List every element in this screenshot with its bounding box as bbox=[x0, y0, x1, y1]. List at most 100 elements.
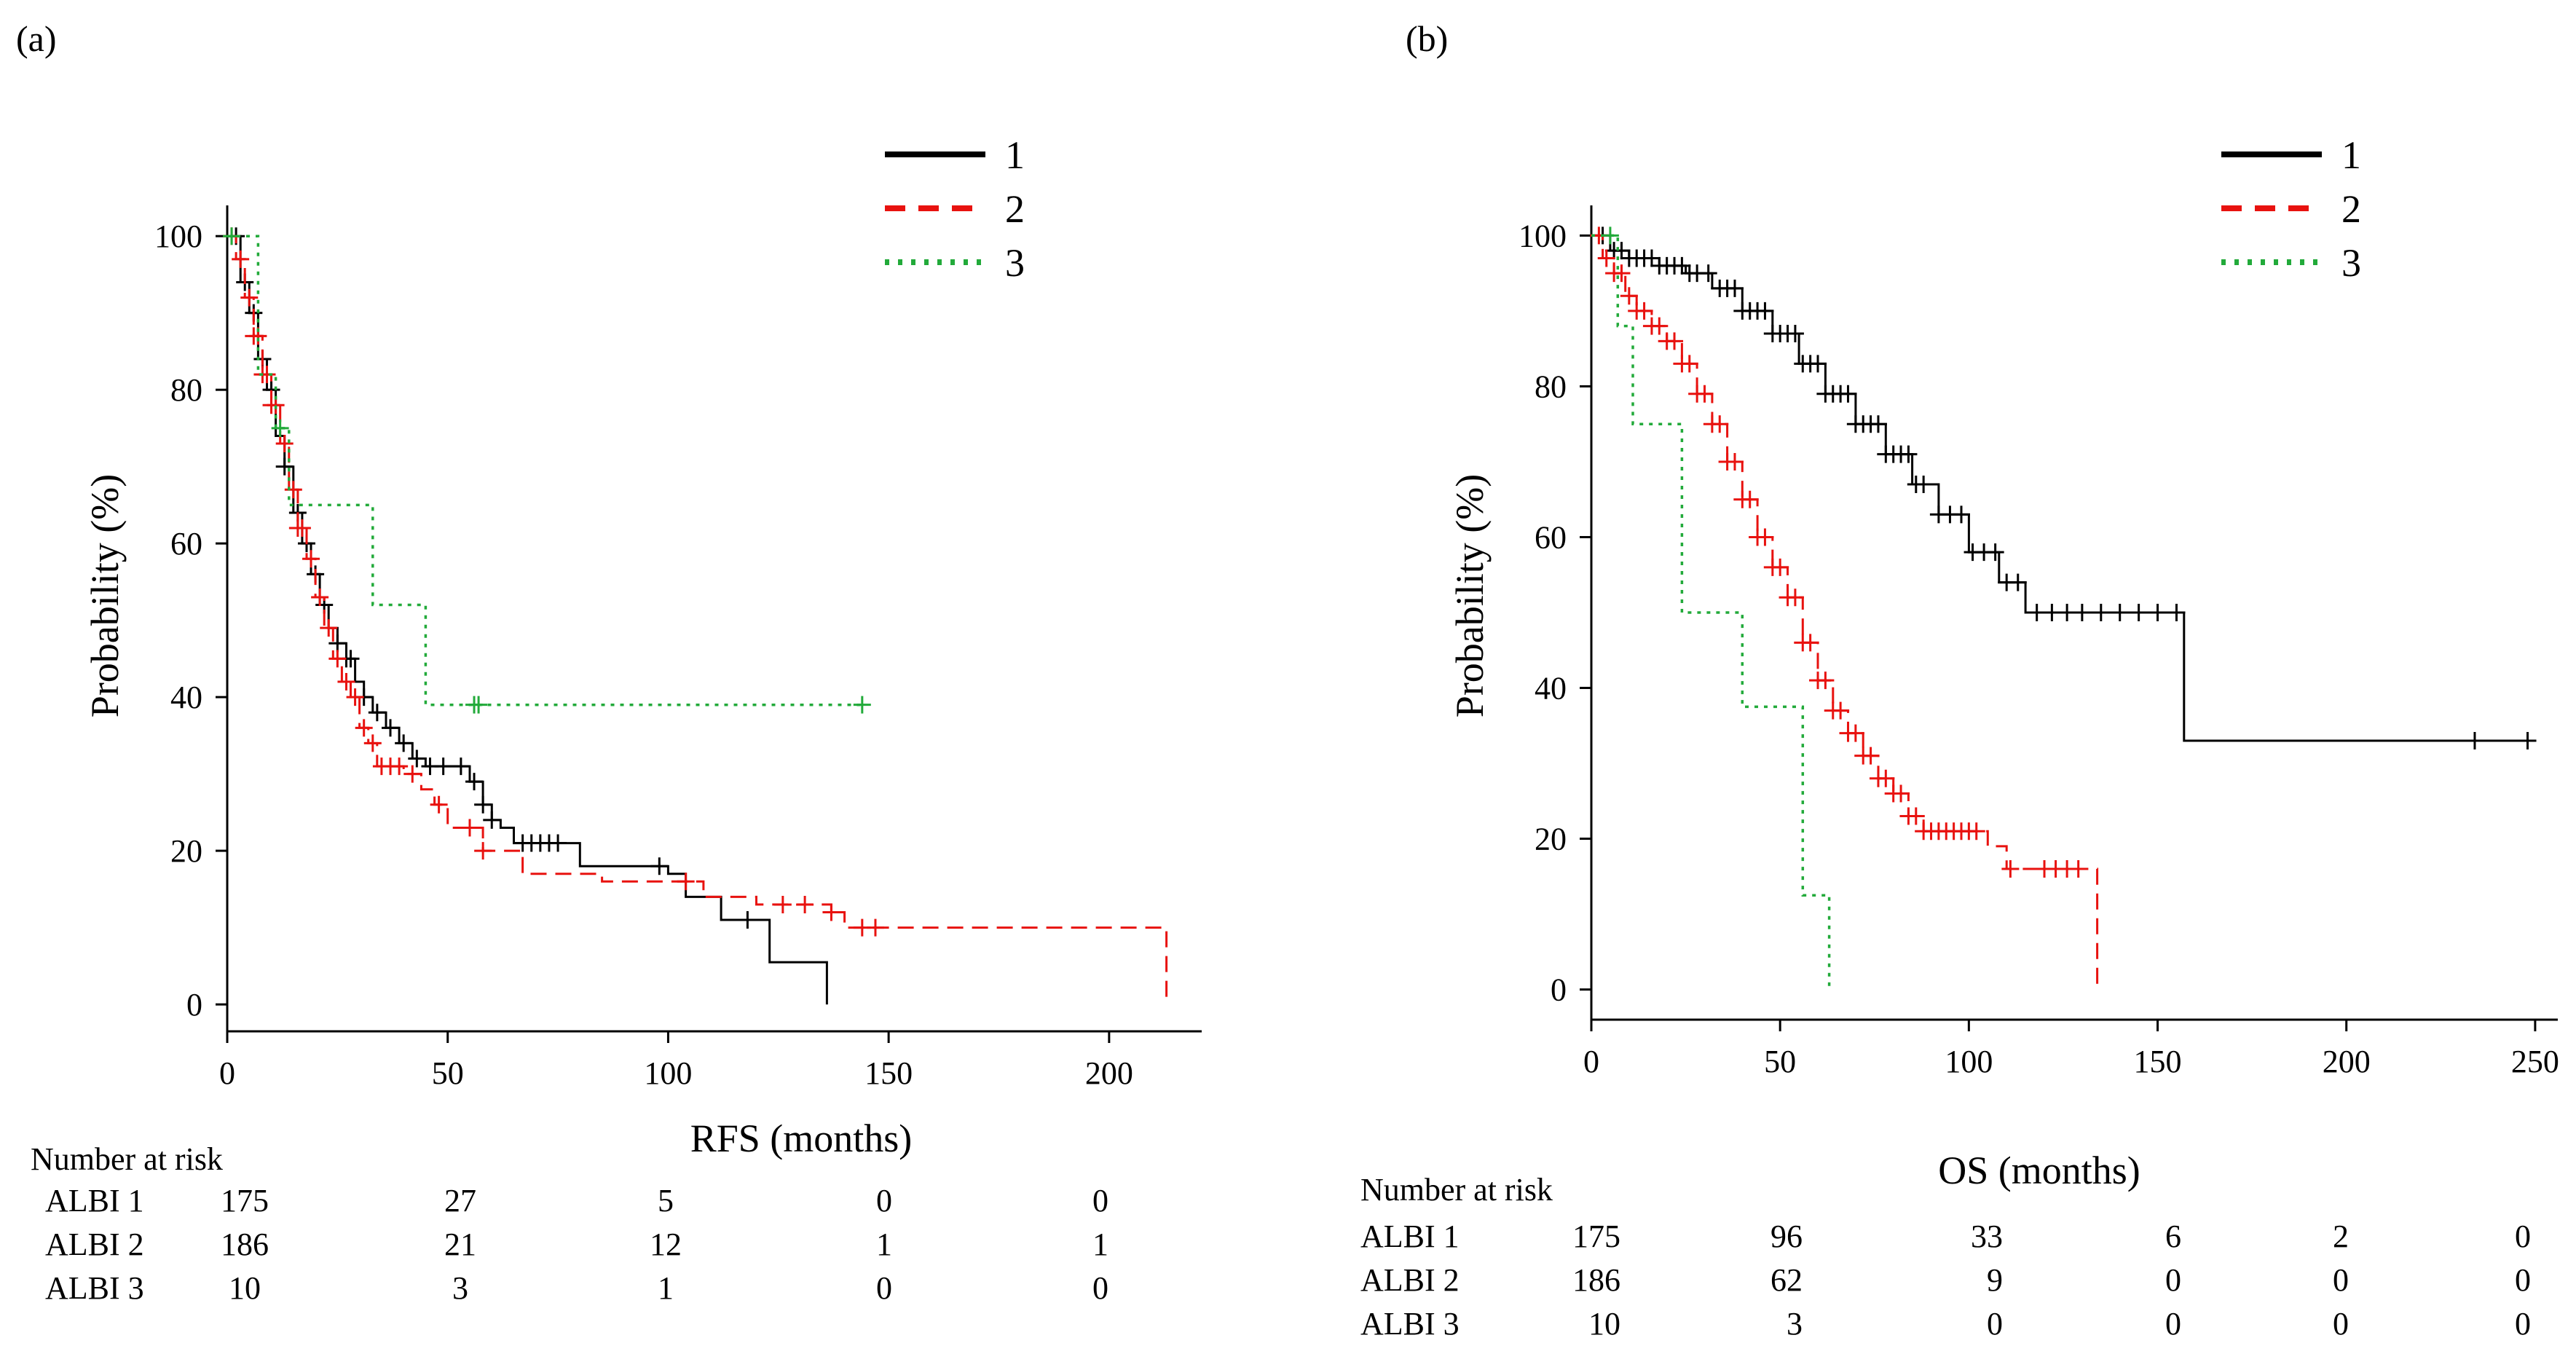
panel-b-censor-mark-2 bbox=[1786, 588, 1804, 607]
panel-a-legend: 1 2 3 bbox=[885, 133, 1025, 285]
panel-a-censor-mark-2 bbox=[430, 795, 448, 814]
panel-a-censor-mark-2 bbox=[337, 673, 355, 691]
panel-a-risk-title: Number at risk bbox=[31, 1141, 223, 1177]
panel-b-risk-title: Number at risk bbox=[1360, 1172, 1553, 1208]
panel-b-risk-value: 0 bbox=[1987, 1306, 2003, 1342]
panel-b-censor-mark-3 bbox=[1601, 227, 1619, 245]
panel-b-risk-row-label: ALBI 1 bbox=[1360, 1219, 1460, 1254]
panel-b-censor-mark-2 bbox=[2069, 859, 2087, 878]
panel-b-x-tick-label: 250 bbox=[2511, 1044, 2559, 1079]
panel-b-legend: 1 2 3 bbox=[2221, 133, 2361, 285]
panel-a-censor-mark-2 bbox=[311, 588, 329, 606]
panel-a-x-axis-label: RFS (months) bbox=[690, 1117, 913, 1160]
panel-b-censor-mark-1 bbox=[1986, 543, 2004, 562]
panel-a-risk-value: 5 bbox=[658, 1183, 674, 1219]
panel-a-risk-value: 12 bbox=[650, 1227, 682, 1262]
panel-a-censor-mark-1 bbox=[738, 911, 757, 929]
panel-a-km-curve-1 bbox=[227, 235, 828, 1005]
panel-a-risk-value: 0 bbox=[876, 1270, 892, 1306]
panel-b-censor-mark-1 bbox=[2043, 604, 2061, 621]
panel-b-risk-value: 186 bbox=[1572, 1262, 1620, 1298]
panel-a-risk-value: 21 bbox=[444, 1227, 476, 1262]
panel-a-censor-mark-1 bbox=[549, 834, 567, 852]
panel-a-censor-mark-2 bbox=[232, 250, 250, 268]
panel-a-censor-mark-2 bbox=[302, 550, 320, 568]
panel-b-y-tick-label: 20 bbox=[1535, 822, 1567, 857]
panel-a-censor-mark-1 bbox=[408, 749, 426, 768]
panel-b-series-3 bbox=[1591, 227, 1831, 990]
panel-b-censor-mark-1 bbox=[1809, 355, 1827, 373]
panel-b-legend-label-1: 1 bbox=[2341, 133, 2361, 177]
panel-a-legend-label-1: 1 bbox=[1005, 133, 1025, 177]
panel-a-x-tick-label: 0 bbox=[219, 1055, 235, 1091]
panel-b-censor-mark-2 bbox=[1832, 701, 1850, 720]
panel-b-censor-mark-2 bbox=[1756, 528, 1774, 546]
panel-a-risk-value: 175 bbox=[221, 1183, 269, 1219]
panel-a-censor-mark-2 bbox=[240, 288, 259, 307]
panel-b-x-tick-label: 200 bbox=[2323, 1044, 2371, 1079]
panel-a-risk-value: 186 bbox=[221, 1227, 269, 1262]
panel-a-censor-mark-2 bbox=[320, 619, 338, 637]
panel-a-risk-value: 0 bbox=[876, 1183, 892, 1219]
panel-a-risk-value: 0 bbox=[1092, 1270, 1108, 1306]
panel-a-censor-mark-1 bbox=[650, 857, 669, 875]
panel-a-censor-mark-1 bbox=[434, 757, 452, 776]
panel-a-censor-mark-2 bbox=[403, 765, 422, 783]
panel-a-legend-label-2: 2 bbox=[1005, 187, 1025, 231]
panel-a-risk-value: 1 bbox=[876, 1227, 892, 1262]
panel-b-censor-mark-2 bbox=[1862, 747, 1880, 765]
panel-a-series-3 bbox=[223, 227, 871, 714]
panel-b-censor-mark-2 bbox=[1771, 558, 1789, 576]
panel-b-censor-mark-1 bbox=[1642, 249, 1661, 267]
panel-b-legend-label-2: 2 bbox=[2341, 187, 2361, 231]
panel-a-y-tick-label: 0 bbox=[186, 987, 202, 1023]
panel-b-y-axis-label: Probability (%) bbox=[1448, 474, 1492, 717]
panel-b-censor-mark-2 bbox=[1967, 822, 1985, 840]
panel-b-label: (b) bbox=[1406, 18, 1448, 59]
panel-a-label: (a) bbox=[16, 18, 57, 59]
panel-b-risk-value: 6 bbox=[2165, 1219, 2181, 1254]
panel-b-censor-mark-1 bbox=[1839, 385, 1857, 403]
panel-a-legend-label-3: 3 bbox=[1005, 241, 1025, 285]
panel-b-x-axis-label: OS (months) bbox=[1938, 1149, 2140, 1192]
panel-a-censor-mark-1 bbox=[382, 719, 400, 737]
panel-b-risk-value: 10 bbox=[1588, 1306, 1620, 1342]
panel-b-y-tick-label: 40 bbox=[1535, 671, 1567, 706]
panel-b-km-curve-3 bbox=[1591, 234, 1831, 990]
panel-b-censor-mark-2 bbox=[1892, 784, 1910, 803]
panel-b-plot: 0 50 100 150 200 250 0 20 40 60 80 100 bbox=[1519, 205, 2559, 1079]
panel-b-censor-mark-2 bbox=[1816, 672, 1835, 690]
panel-b-legend-label-3: 3 bbox=[2341, 241, 2361, 285]
panel-a-y-tick-label: 60 bbox=[170, 526, 202, 562]
panel-b-series-1 bbox=[1591, 227, 2537, 749]
panel-a-risk-row-label: ALBI 3 bbox=[45, 1270, 144, 1306]
panel-a-censor-mark-2 bbox=[866, 918, 884, 937]
panel-b-risk-value: 0 bbox=[2333, 1262, 2349, 1298]
panel-b-censor-mark-2 bbox=[1680, 355, 1698, 373]
panel-b-x-tick-label: 150 bbox=[2134, 1044, 2182, 1079]
panel-a-risk-value: 10 bbox=[229, 1270, 261, 1306]
panel-a-risk-value: 0 bbox=[1092, 1183, 1108, 1219]
panel-b-y-tick-label: 80 bbox=[1535, 369, 1567, 404]
panel-a-plot: 0 50 100 150 200 0 20 40 60 80 100 bbox=[154, 205, 1202, 1091]
panel-b-censor-mark-2 bbox=[1597, 249, 1615, 267]
panel-a-x-tick-label: 50 bbox=[432, 1055, 464, 1091]
panel-a-censor-mark-1 bbox=[474, 795, 492, 814]
panel-b-x-tick-label: 100 bbox=[1945, 1044, 1993, 1079]
panel-b-risk-value: 62 bbox=[1770, 1262, 1803, 1298]
panel-a-censor-mark-2 bbox=[275, 435, 294, 453]
panel-b-risk-value: 0 bbox=[2165, 1306, 2181, 1342]
panel-b-censor-mark-1 bbox=[1612, 242, 1631, 260]
panel-b-risk-value: 175 bbox=[1572, 1219, 1620, 1254]
panel-b-censor-mark-1 bbox=[2028, 604, 2046, 621]
panel-a-y-tick-label: 80 bbox=[170, 372, 202, 408]
panel-b-censor-mark-1 bbox=[1786, 324, 1804, 342]
panel-b-censor-mark-1 bbox=[2092, 604, 2110, 621]
panel-a-censor-mark-2 bbox=[773, 895, 792, 913]
panel-b-risk-row-label: ALBI 3 bbox=[1360, 1306, 1460, 1342]
panel-a-censor-mark-3 bbox=[853, 696, 871, 714]
panel-a-x-tick-label: 150 bbox=[864, 1055, 913, 1091]
panel-a-censor-mark-2 bbox=[460, 819, 478, 837]
panel-b-censor-mark-2 bbox=[1635, 302, 1653, 320]
